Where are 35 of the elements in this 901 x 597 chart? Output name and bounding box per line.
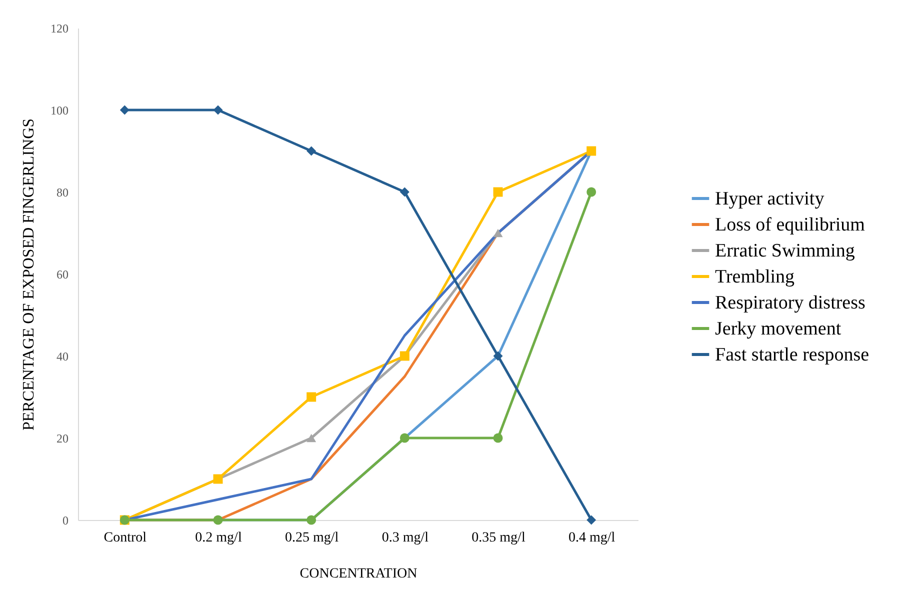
legend-label: Fast startle response [715,344,870,366]
legend-label: Jerky movement [715,318,842,340]
y-tick-label: 20 [56,432,68,446]
x-tick-label: 0.25 mg/l [284,530,339,546]
x-axis-title: CONCENTRATION [300,566,418,582]
legend-label: Respiratory distress [715,292,866,314]
point [493,351,503,361]
legend-label: Hyper activity [715,188,825,210]
x-tick-label: 0.3 mg/l [382,530,429,546]
legend-label: Loss of equilibrium [715,214,866,236]
x-tick-label: 0.2 mg/l [195,530,242,546]
x-tick-label: 0.35 mg/l [472,530,526,546]
y-tick-label: 60 [56,268,68,282]
point [400,187,410,197]
y-tick-label: 80 [56,186,68,200]
x-tick-label: 0.4 mg/l [568,530,616,546]
point [120,105,130,115]
point [306,146,316,156]
point [493,187,503,197]
y-tick-label: 100 [50,104,68,118]
legend-label: Trembling [715,266,796,288]
point [306,392,316,402]
point [400,433,410,443]
point [213,515,223,525]
point [586,515,596,525]
point [306,515,316,525]
y-tick-label: 40 [56,350,68,364]
point [586,187,596,197]
y-tick-label: 120 [50,22,68,36]
point [493,433,503,443]
x-tick-label: Control [104,530,147,546]
point [213,105,223,115]
y-axis-title: PERCENTAGE OF EXPOSED FINGERLINGS [20,118,38,431]
legend-label: Erratic Swimming [715,240,856,262]
y-tick-label: 0 [62,514,68,528]
